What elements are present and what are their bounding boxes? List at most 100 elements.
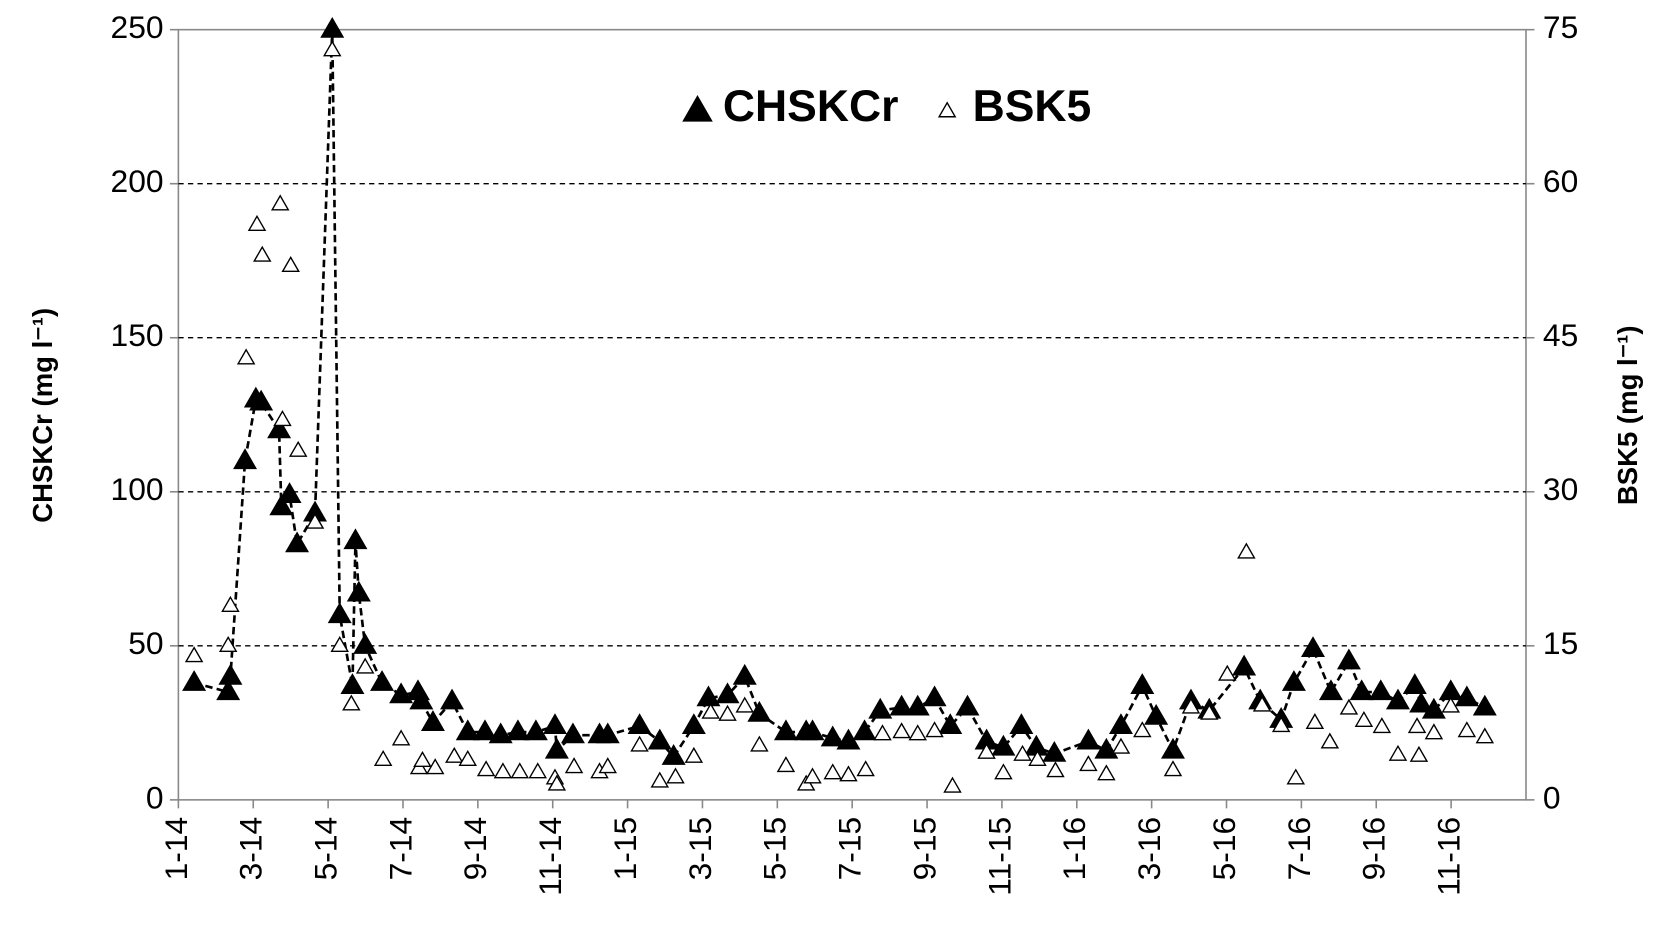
point — [455, 719, 480, 741]
point — [715, 682, 740, 704]
point — [630, 735, 649, 752]
point — [1237, 542, 1256, 559]
point — [288, 440, 308, 457]
point — [476, 760, 496, 777]
point — [1318, 679, 1343, 701]
legend-marker — [682, 95, 713, 122]
x-tick-label: 1-14 — [158, 817, 194, 881]
point — [560, 722, 585, 744]
point — [661, 744, 686, 765]
point — [1409, 691, 1434, 713]
point — [1161, 737, 1185, 759]
point — [440, 688, 465, 710]
point — [800, 719, 825, 741]
point — [1372, 717, 1392, 734]
point — [1097, 764, 1116, 781]
point — [1281, 670, 1306, 691]
point — [820, 725, 845, 747]
point — [681, 713, 706, 735]
point — [236, 348, 256, 365]
point — [425, 758, 445, 775]
point — [823, 763, 842, 780]
point — [409, 688, 434, 710]
point — [1472, 694, 1497, 716]
point — [856, 760, 875, 777]
point — [1339, 698, 1359, 715]
point — [370, 670, 395, 691]
point — [252, 245, 272, 262]
point — [1349, 679, 1374, 701]
y-tick-label: 200 — [111, 163, 164, 199]
point — [1385, 688, 1410, 710]
point — [1079, 755, 1098, 772]
point — [510, 762, 530, 779]
y2-tick-label: 45 — [1543, 317, 1578, 353]
point — [184, 646, 204, 663]
point — [1200, 703, 1219, 720]
point — [1046, 761, 1065, 778]
point — [991, 734, 1016, 756]
point — [627, 713, 652, 735]
point — [955, 694, 980, 716]
point — [595, 722, 620, 744]
point — [1475, 727, 1495, 744]
point — [650, 771, 670, 788]
point — [273, 410, 292, 427]
point — [943, 776, 962, 793]
y2-tick-label: 0 — [1543, 779, 1561, 815]
point — [493, 762, 513, 779]
x-tick-label: 3-14 — [233, 817, 269, 881]
point — [182, 670, 207, 691]
point — [218, 663, 243, 685]
point — [218, 635, 238, 653]
point — [1305, 712, 1325, 730]
point — [718, 704, 737, 721]
point — [342, 694, 361, 711]
point — [1028, 749, 1047, 767]
point — [852, 719, 877, 741]
point — [373, 749, 393, 767]
point — [1144, 703, 1169, 725]
legend-label: CHSKCr — [723, 82, 898, 131]
point — [750, 735, 769, 752]
point — [1252, 695, 1272, 712]
point — [320, 16, 345, 38]
point — [732, 663, 757, 685]
point — [1108, 713, 1133, 735]
point — [938, 713, 963, 735]
x-tick-label: 9-16 — [1356, 817, 1392, 881]
point — [1076, 728, 1101, 750]
point — [322, 40, 342, 57]
x-tick-label: 9-14 — [457, 817, 493, 881]
point — [1457, 721, 1477, 738]
point — [1354, 710, 1374, 727]
point — [747, 700, 772, 722]
point — [776, 756, 796, 773]
point — [1133, 721, 1152, 738]
legend-marker — [937, 101, 957, 118]
y-tick-label: 100 — [111, 471, 164, 507]
point — [547, 774, 567, 791]
x-tick-label: 3-16 — [1131, 817, 1167, 881]
point — [735, 696, 754, 713]
point — [355, 657, 375, 674]
point — [458, 749, 477, 767]
y-tick-label: 50 — [128, 625, 163, 661]
point — [803, 767, 822, 784]
point — [269, 494, 294, 516]
point — [1111, 737, 1131, 754]
point — [544, 737, 569, 759]
point — [1181, 697, 1201, 714]
point — [353, 633, 378, 654]
point — [647, 728, 672, 750]
point — [277, 482, 302, 503]
point — [773, 719, 798, 741]
point — [925, 721, 944, 738]
y-tick-label: 150 — [111, 317, 164, 353]
point — [523, 719, 548, 741]
point — [233, 448, 258, 470]
point — [528, 762, 547, 779]
x-tick-label: 11-16 — [1431, 817, 1467, 896]
point — [1388, 744, 1408, 761]
